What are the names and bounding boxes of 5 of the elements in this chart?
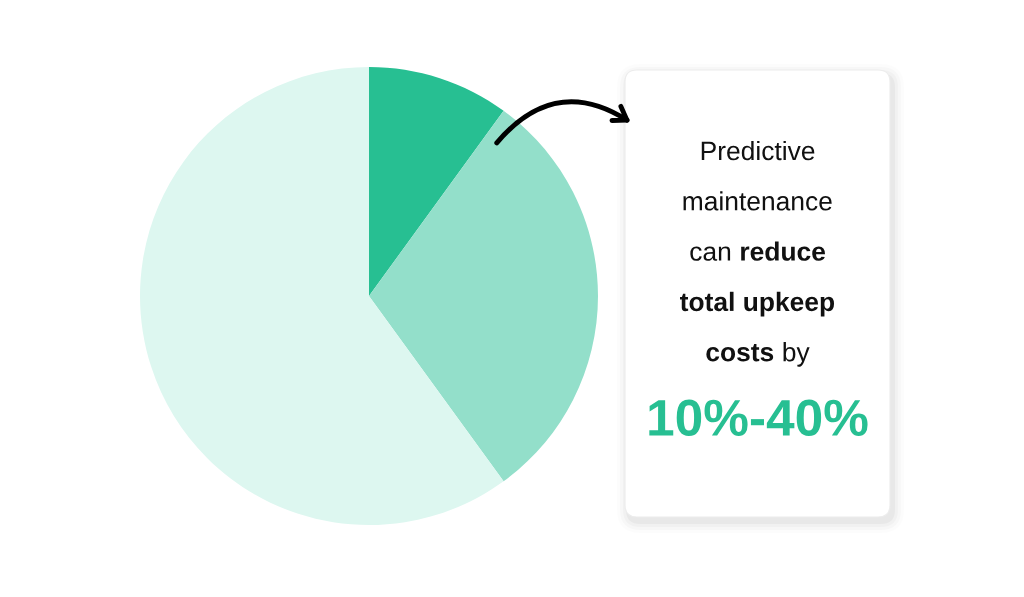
pie-slice	[369, 110, 598, 482]
pie-slice	[140, 67, 504, 525]
text: 10%-40%	[649, 399, 868, 437]
text: Predictive maintenance can reduce total upkeep costs by	[680, 140, 835, 367]
pie-slice	[369, 67, 504, 296]
